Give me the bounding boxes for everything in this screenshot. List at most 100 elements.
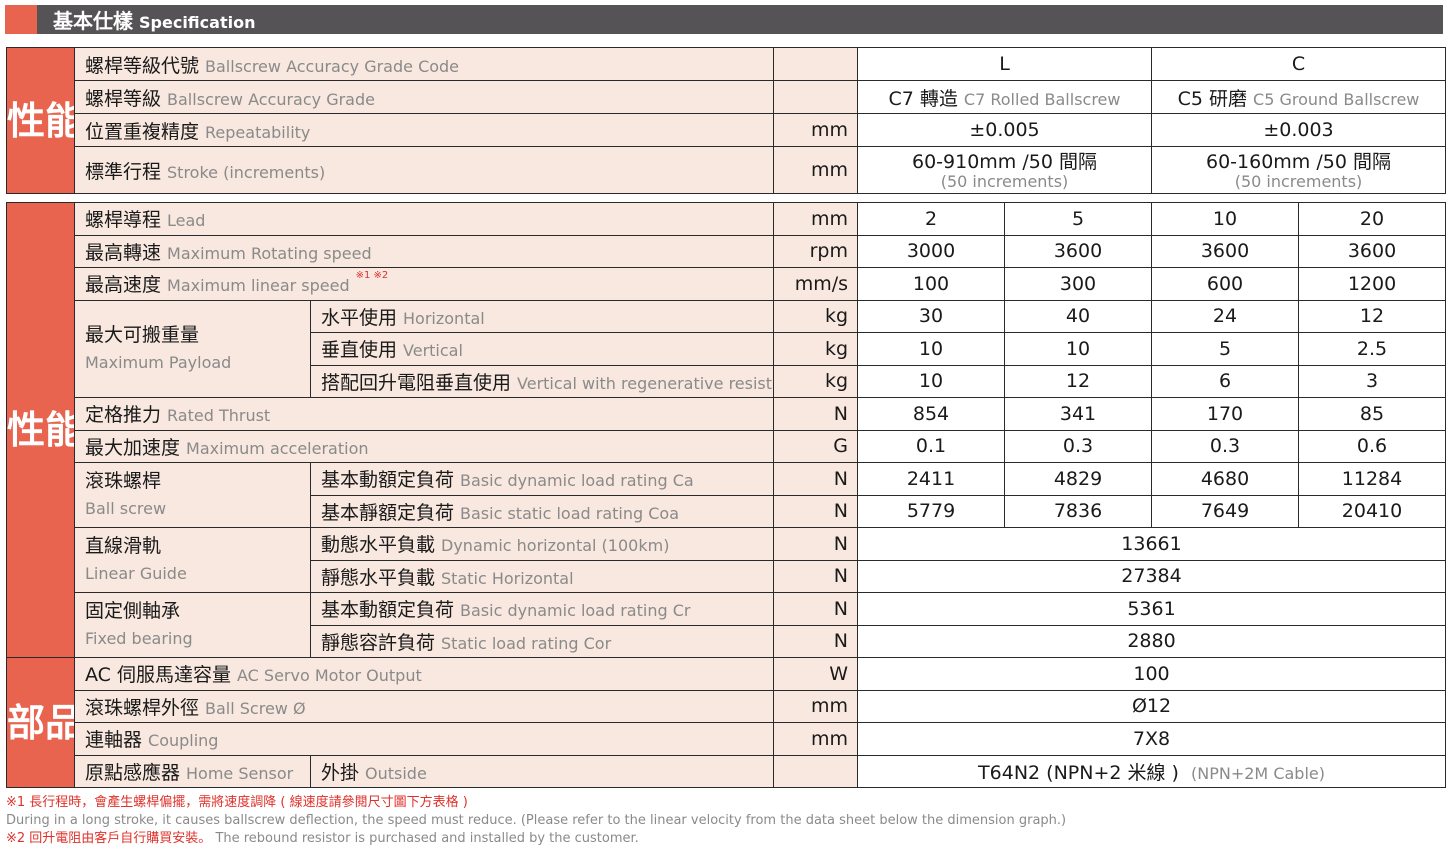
value-cell: 6 <box>1151 364 1300 398</box>
value-cell: ±0.005 <box>857 113 1152 147</box>
row-label: 原點感應器 Home Sensor <box>74 754 311 788</box>
row-sublabel: 搭配回升電阻垂直使用 Vertical with regenerative res… <box>309 364 775 398</box>
table-row: 原點感應器 Home Sensor 外掛 Outside T64N2 (NPN+2 米線… <box>7 754 1447 788</box>
row-sublabel: 靜態水平負載 Static Horizontal <box>309 559 775 593</box>
value-cell: C <box>1151 47 1446 81</box>
category-performance: 性能 <box>6 202 75 658</box>
value-cell: 0.3 <box>1004 429 1153 463</box>
value-cell: 2 <box>857 202 1006 236</box>
table-row: 性能螺桿導程Leadmm251020 <box>6 202 1447 658</box>
table-row: 連軸器 Coupling mm 7X8 <box>7 722 1447 756</box>
value-cell: 300 <box>1004 267 1153 301</box>
unit: N <box>773 592 859 626</box>
title-zh: 基本仕樣 <box>53 9 133 33</box>
row-label: 定格推力 Rated Thrust <box>73 397 775 431</box>
group-label: 直線滑軌 Linear Guide <box>74 527 311 593</box>
row-sublabel: 基本動額定負荷 Basic dynamic load rating Cr <box>309 592 775 626</box>
value-cell: 0.1 <box>857 429 1006 463</box>
value-cell: 7836 <box>1004 494 1153 528</box>
value-cell: 3600 <box>1004 234 1153 268</box>
row-sublabel: 垂直使用 Vertical <box>309 332 775 366</box>
unit <box>773 80 858 114</box>
table-row: 固定側軸承 Fixed bearing 基本動額定負荷 Basic dynamic l… <box>7 592 1447 658</box>
value-cell: Ø12 <box>857 689 1447 723</box>
value-cell: 40 <box>1004 299 1153 333</box>
value-cell: 10 <box>857 364 1006 398</box>
section-title: 基本仕樣 Specification <box>53 5 255 34</box>
value-cell: 4829 <box>1004 462 1153 496</box>
value-cell: 10 <box>1151 202 1300 236</box>
value-cell: 3000 <box>857 234 1006 268</box>
category-performance: 性能 <box>6 47 75 194</box>
value-cell: 7649 <box>1151 494 1300 528</box>
value-cell: ±0.003 <box>1151 113 1446 147</box>
table-row: 最大加速度 Maximum acceleration G 0.1 0.3 0.3 0.6 <box>7 429 1447 463</box>
category-parts: 部品 <box>6 657 75 788</box>
value-cell: 85 <box>1298 397 1447 431</box>
value-cell: 3600 <box>1151 234 1300 268</box>
row-label: 標準行程 Stroke (increments) <box>74 146 774 194</box>
row-label: 位置重複精度 Repeatability <box>74 113 774 147</box>
table-row: 定格推力 Rated Thrust N 854 341 170 85 <box>7 397 1447 431</box>
row-sublabel: 基本靜額定負荷 Basic static load rating Coa <box>309 494 775 528</box>
row-label: 最高轉速 Maximum Rotating speed <box>73 234 775 268</box>
unit: mm <box>773 146 858 194</box>
table-row: 最高轉速 Maximum Rotating speed rpm 3000 3600 360… <box>7 234 1447 268</box>
unit <box>773 754 859 788</box>
row-label: 螺桿等級代號 Ballscrew Accuracy Grade Code <box>74 47 774 81</box>
unit: G <box>773 429 859 463</box>
unit: mm <box>773 722 859 756</box>
value-cell: 20410 <box>1298 494 1447 528</box>
value-cell: 341 <box>1004 397 1153 431</box>
row-label: 連軸器 Coupling <box>73 722 775 756</box>
unit: N <box>773 462 859 496</box>
unit <box>773 47 858 81</box>
row-label: 最大加速度 Maximum acceleration <box>73 429 775 463</box>
unit: N <box>773 494 859 528</box>
unit: mm <box>773 113 858 147</box>
row-label: 最高速度 Maximum linear speed※1 ※2 <box>73 267 775 301</box>
value-cell: C5 研磨 C5 Ground Ballscrew <box>1151 80 1446 114</box>
unit: N <box>773 559 859 593</box>
value-cell: 600 <box>1151 267 1300 301</box>
table-row: 位置重複精度 Repeatability mm ±0.005 ±0.003 <box>7 113 1446 147</box>
note-2: ※2 回升電阻由客戶自行購買安裝。 The rebound resistor i… <box>6 831 639 846</box>
value-cell: 12 <box>1298 299 1447 333</box>
value-cell: 13661 <box>857 527 1447 561</box>
value-cell: 20 <box>1298 202 1447 236</box>
row-label: 螺桿等級 Ballscrew Accuracy Grade <box>74 80 774 114</box>
row-sublabel: 外掛 Outside <box>309 754 775 788</box>
unit: kg <box>773 332 859 366</box>
table-row: 基本靜額定負荷 Basic static load rating Coa N 5779… <box>7 494 1447 528</box>
table-row: 靜態容許負荷 Static load rating Cor N 2880 <box>7 624 1447 658</box>
footnotes: ※1 長行程時，會產生螺桿偏擺，需將速度調降 ( 線速度請參閱尺寸圖下方表格 )… <box>6 794 1066 848</box>
value-cell: 5361 <box>857 592 1447 626</box>
row-sublabel: 基本動額定負荷 Basic dynamic load rating Ca <box>309 462 775 496</box>
performance-table-specs: 性能螺桿導程Leadmm251020最高轉速Maximum Rotating s… <box>6 202 1447 788</box>
value-cell: 27384 <box>857 559 1447 593</box>
note-1-en: During in a long stroke, it causes balls… <box>6 813 1067 828</box>
value-cell: 1200 <box>1298 267 1447 301</box>
value-cell: 854 <box>857 397 1006 431</box>
value-cell: C7 轉造 C7 Rolled Ballscrew <box>857 80 1152 114</box>
value-cell: 0.3 <box>1151 429 1300 463</box>
value-cell: 2.5 <box>1298 332 1447 366</box>
unit: W <box>773 657 859 691</box>
value-cell: 7X8 <box>857 722 1447 756</box>
value-cell: 5779 <box>857 494 1006 528</box>
value-cell: 11284 <box>1298 462 1447 496</box>
value-cell: 5 <box>1004 202 1153 236</box>
value-cell: 12 <box>1004 364 1153 398</box>
value-cell: 0.6 <box>1298 429 1447 463</box>
value-cell: 10 <box>1004 332 1153 366</box>
group-label: 最大可搬重量 Maximum Payload <box>74 299 311 398</box>
row-sublabel: 靜態容許負荷 Static load rating Cor <box>309 624 775 658</box>
value-cell: T64N2 (NPN+2 米線 ) (NPN+2M Cable) <box>857 754 1447 788</box>
unit: N <box>773 397 859 431</box>
value-cell: 30 <box>857 299 1006 333</box>
table-row: 最大可搬重量 Maximum Payload 水平使用 Horizontal kg 30 4… <box>7 299 1447 398</box>
value-cell: 100 <box>857 267 1006 301</box>
